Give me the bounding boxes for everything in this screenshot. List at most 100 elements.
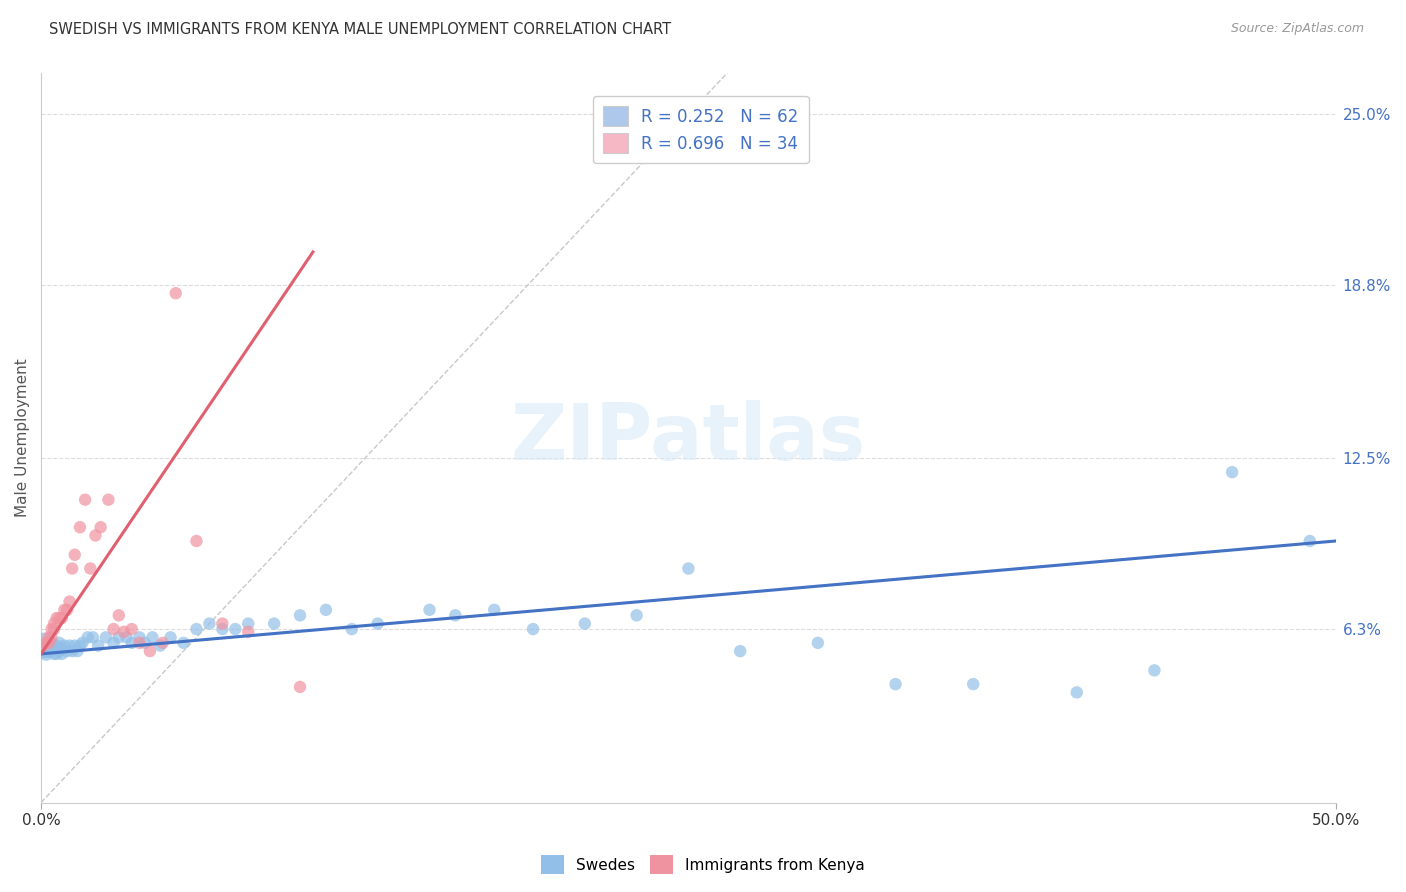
- Point: [38, 639, 60, 653]
- Point: [484, 603, 506, 617]
- Point: [186, 622, 208, 636]
- Point: [367, 616, 389, 631]
- Point: [51, 647, 73, 661]
- Point: [41, 631, 63, 645]
- Point: [90, 520, 112, 534]
- Point: [45, 647, 67, 661]
- Point: [1143, 664, 1166, 678]
- Point: [38, 631, 60, 645]
- Point: [962, 677, 984, 691]
- Point: [76, 631, 98, 645]
- Point: [315, 603, 337, 617]
- Point: [340, 622, 363, 636]
- Point: [41, 622, 63, 636]
- Point: [82, 631, 104, 645]
- Y-axis label: Male Unemployment: Male Unemployment: [15, 359, 30, 517]
- Point: [1299, 533, 1322, 548]
- Point: [159, 631, 181, 645]
- Text: Source: ZipAtlas.com: Source: ZipAtlas.com: [1230, 22, 1364, 36]
- Point: [1066, 685, 1088, 699]
- Point: [94, 631, 117, 645]
- Point: [58, 594, 80, 608]
- Point: [152, 636, 174, 650]
- Point: [103, 636, 125, 650]
- Point: [238, 624, 260, 639]
- Point: [522, 622, 544, 636]
- Point: [1220, 465, 1243, 479]
- Point: [134, 636, 156, 650]
- Point: [121, 622, 143, 636]
- Point: [35, 641, 58, 656]
- Point: [678, 561, 700, 575]
- Point: [42, 647, 65, 661]
- Point: [97, 492, 120, 507]
- Legend: Swedes, Immigrants from Kenya: Swedes, Immigrants from Kenya: [534, 849, 872, 880]
- Point: [107, 631, 129, 645]
- Point: [51, 641, 73, 656]
- Point: [139, 644, 162, 658]
- Point: [107, 608, 129, 623]
- Point: [173, 636, 195, 650]
- Point: [238, 616, 260, 631]
- Legend: R = 0.252   N = 62, R = 0.696   N = 34: R = 0.252 N = 62, R = 0.696 N = 34: [593, 96, 808, 163]
- Point: [48, 636, 70, 650]
- Point: [115, 631, 138, 645]
- Point: [48, 611, 70, 625]
- Point: [288, 608, 311, 623]
- Point: [186, 533, 208, 548]
- Point: [51, 611, 73, 625]
- Point: [728, 644, 751, 658]
- Point: [41, 636, 63, 650]
- Point: [288, 680, 311, 694]
- Point: [574, 616, 596, 631]
- Point: [60, 644, 83, 658]
- Point: [149, 639, 172, 653]
- Point: [41, 641, 63, 656]
- Point: [444, 608, 467, 623]
- Point: [35, 647, 58, 661]
- Point: [56, 603, 79, 617]
- Text: SWEDISH VS IMMIGRANTS FROM KENYA MALE UNEMPLOYMENT CORRELATION CHART: SWEDISH VS IMMIGRANTS FROM KENYA MALE UN…: [49, 22, 671, 37]
- Point: [45, 611, 67, 625]
- Point: [79, 561, 101, 575]
- Point: [211, 622, 233, 636]
- Text: ZIPatlas: ZIPatlas: [510, 400, 866, 475]
- Point: [53, 639, 76, 653]
- Point: [211, 616, 233, 631]
- Point: [42, 616, 65, 631]
- Point: [224, 622, 246, 636]
- Point: [87, 639, 110, 653]
- Point: [807, 636, 830, 650]
- Point: [45, 639, 67, 653]
- Point: [58, 639, 80, 653]
- Point: [128, 636, 150, 650]
- Point: [418, 603, 440, 617]
- Point: [42, 622, 65, 636]
- Point: [32, 639, 55, 653]
- Point: [263, 616, 285, 631]
- Point: [112, 624, 135, 639]
- Point: [63, 548, 86, 562]
- Point: [626, 608, 648, 623]
- Point: [66, 644, 89, 658]
- Point: [32, 639, 55, 653]
- Point: [42, 641, 65, 656]
- Point: [141, 631, 163, 645]
- Point: [35, 636, 58, 650]
- Point: [75, 492, 97, 507]
- Point: [103, 622, 125, 636]
- Point: [198, 616, 221, 631]
- Point: [60, 561, 83, 575]
- Point: [56, 644, 79, 658]
- Point: [884, 677, 907, 691]
- Point: [165, 286, 187, 301]
- Point: [69, 639, 91, 653]
- Point: [63, 639, 86, 653]
- Point: [84, 528, 107, 542]
- Point: [38, 636, 60, 650]
- Point: [128, 631, 150, 645]
- Point: [72, 636, 94, 650]
- Point: [48, 644, 70, 658]
- Point: [38, 644, 60, 658]
- Point: [121, 636, 143, 650]
